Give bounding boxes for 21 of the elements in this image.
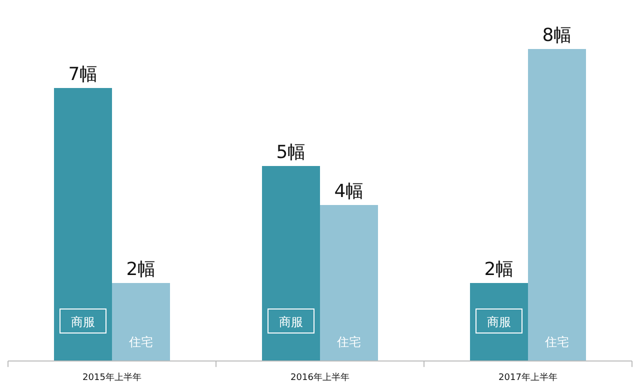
data-label: 8幅 [542, 25, 572, 46]
bar [262, 166, 320, 361]
x-tick-label: 2017年上半年 [498, 372, 558, 383]
text: 住宅 [337, 335, 361, 349]
data-label: 7幅 [68, 64, 98, 85]
bar [54, 88, 112, 361]
x-tick-label: 2016年上半年 [290, 372, 350, 383]
series-label: 商服 [71, 315, 95, 329]
text: 商服 [487, 315, 511, 329]
series-label: 住宅 [128, 335, 153, 349]
data-label: 2幅 [126, 259, 156, 280]
bar [112, 283, 170, 361]
text: 住宅 [545, 335, 569, 349]
data-label: 2幅 [484, 259, 514, 280]
text: 商服 [279, 315, 303, 329]
bar [470, 283, 528, 361]
x-tick-label: 2015年上半年 [82, 372, 142, 383]
data-label: 5幅 [276, 142, 306, 163]
data-label: 4幅 [334, 181, 364, 202]
bar [320, 205, 378, 361]
bar [528, 49, 586, 361]
